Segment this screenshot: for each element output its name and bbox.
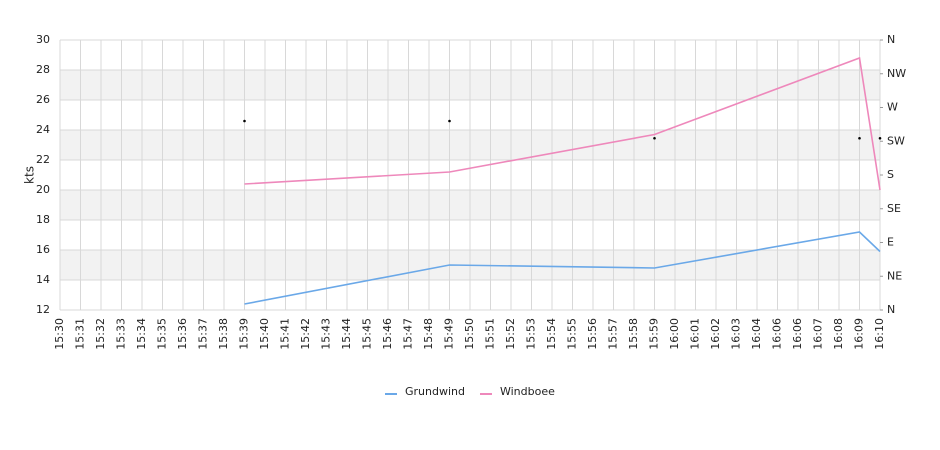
x-tick-label: 15:54 (545, 318, 558, 350)
direction-point (878, 136, 882, 140)
x-tick-label: 15:48 (422, 318, 435, 350)
x-tick-label: 15:58 (627, 318, 640, 350)
legend-label: Windboee (500, 385, 555, 398)
y-tick-label: 28 (36, 63, 50, 76)
x-tick-label: 16:06 (791, 318, 804, 350)
x-tick-label: 15:47 (402, 318, 415, 350)
y2-tick-label: E (887, 236, 894, 249)
direction-point (448, 119, 451, 123)
y-tick-label: 26 (36, 93, 50, 106)
x-tick-label: 16:06 (771, 318, 784, 350)
direction-point (243, 119, 246, 123)
x-tick-label: 15:50 (463, 318, 476, 350)
x-tick-label: 15:37 (197, 318, 210, 350)
x-tick-label: 15:55 (566, 318, 579, 350)
y2-tick-label: SW (887, 134, 905, 147)
y-tick-label: 30 (36, 33, 50, 46)
legend-label: Grundwind (405, 385, 465, 398)
y2-tick-label: NE (887, 269, 902, 282)
x-tick-label: 15:51 (484, 318, 497, 350)
y2-tick-label: W (887, 101, 898, 114)
x-tick-label: 15:43 (320, 318, 333, 350)
x-tick-label: 15:33 (115, 318, 128, 350)
x-tick-label: 15:52 (504, 318, 517, 350)
x-tick-label: 15:56 (586, 318, 599, 350)
y2-tick-label: S (887, 168, 894, 181)
x-tick-label: 15:59 (648, 318, 661, 350)
x-tick-label: 16:07 (812, 318, 825, 350)
direction-point (653, 136, 656, 140)
x-tick-label: 16:03 (730, 318, 743, 350)
x-tick-label: 16:02 (709, 318, 722, 350)
x-tick-label: 15:36 (176, 318, 189, 350)
x-tick-label: 15:30 (53, 318, 66, 350)
x-tick-label: 16:09 (853, 318, 866, 350)
y-tick-label: 16 (36, 243, 50, 256)
x-tick-label: 15:53 (525, 318, 538, 350)
x-tick-label: 15:38 (217, 318, 230, 350)
x-tick-label: 16:10 (873, 318, 886, 350)
y2-tick-label: N (887, 303, 895, 316)
line-series (244, 231, 881, 305)
y-axis-label: kts (23, 166, 37, 184)
x-tick-label: 15:31 (74, 318, 87, 350)
y-tick-label: 22 (36, 153, 50, 166)
x-tick-label: 15:45 (361, 318, 374, 350)
y-tick-label: 24 (36, 123, 50, 136)
x-tick-label: 15:35 (156, 318, 169, 350)
y2-tick-label: SE (887, 202, 901, 215)
x-tick-label: 16:00 (668, 318, 681, 350)
x-tick-label: 16:04 (750, 318, 763, 350)
line-series (244, 56, 881, 191)
y-tick-label: 14 (36, 273, 50, 286)
x-tick-label: 15:34 (135, 318, 148, 350)
x-tick-label: 15:40 (258, 318, 271, 350)
y-tick-label: 18 (36, 213, 50, 226)
x-tick-label: 15:32 (94, 318, 107, 350)
y-tick-label: 12 (36, 303, 50, 316)
y-tick-label: 20 (36, 183, 50, 196)
x-tick-label: 15:42 (299, 318, 312, 350)
x-tick-label: 15:57 (607, 318, 620, 350)
x-tick-label: 15:44 (340, 318, 353, 350)
x-tick-label: 15:46 (381, 318, 394, 350)
y2-tick-label: N (887, 33, 895, 46)
y2-tick-label: NW (887, 67, 906, 80)
x-tick-label: 15:41 (279, 318, 292, 350)
x-tick-label: 15:49 (443, 318, 456, 350)
x-tick-label: 16:01 (689, 318, 702, 350)
x-tick-label: 16:08 (832, 318, 845, 350)
direction-point (858, 136, 861, 140)
x-tick-label: 15:39 (238, 318, 251, 350)
